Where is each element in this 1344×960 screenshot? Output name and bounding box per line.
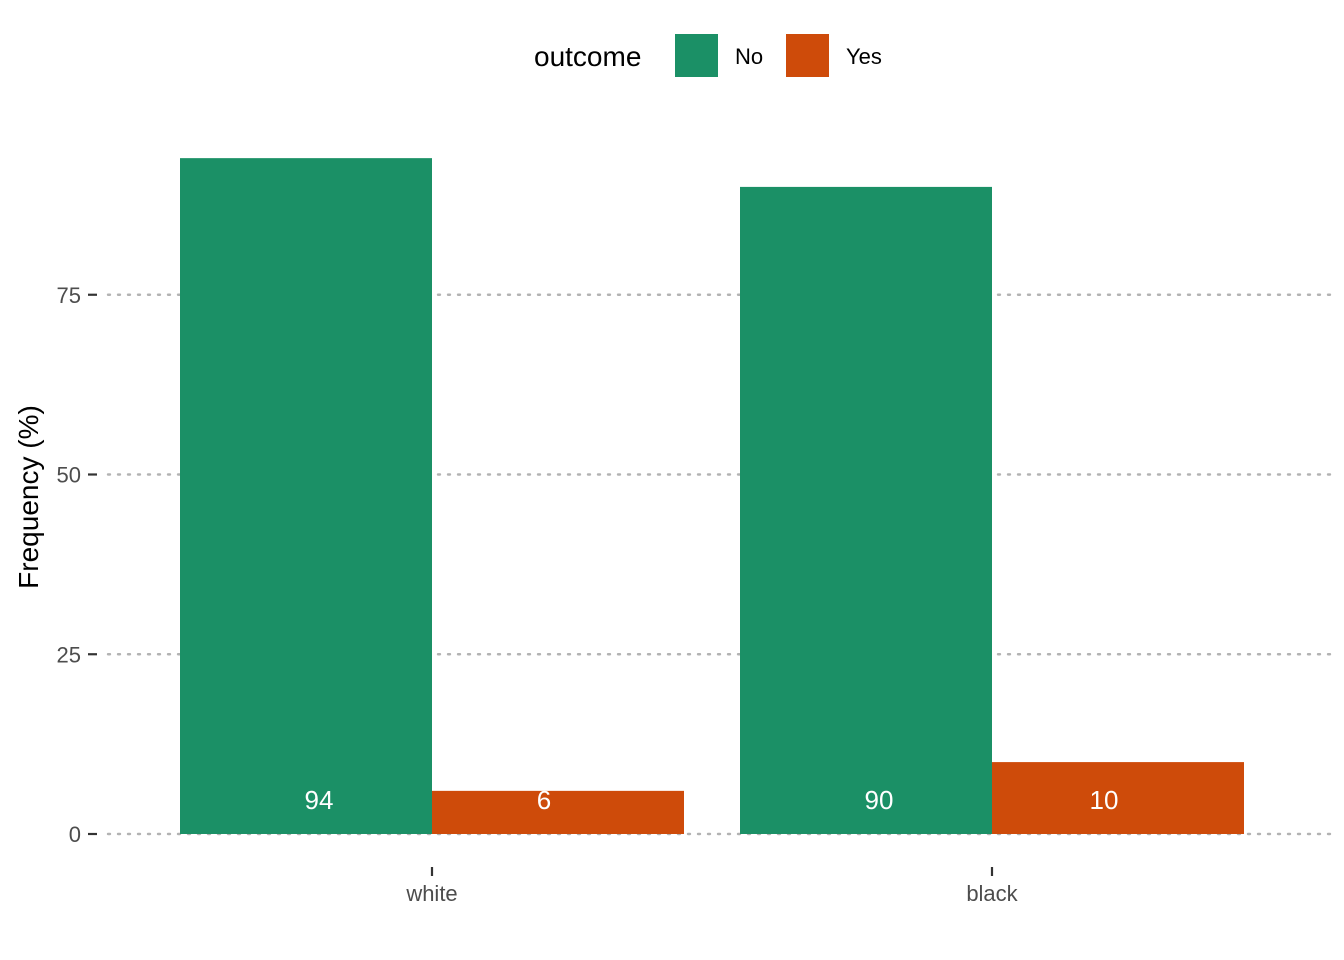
legend: outcome No Yes — [534, 34, 882, 77]
bar-black-no — [740, 186, 992, 834]
x-tick-label-white: white — [405, 881, 457, 906]
y-tick-label-50: 50 — [57, 463, 81, 488]
bar-labels: 94 6 90 10 — [305, 785, 1119, 815]
bar-black-yes — [992, 762, 1244, 834]
bar-label-black-yes: 10 — [1090, 785, 1119, 815]
x-axis: white black — [405, 867, 1019, 906]
bar-label-white-yes: 6 — [537, 785, 551, 815]
y-axis-title: Frequency (%) — [13, 405, 44, 589]
bar-label-white-no: 94 — [305, 785, 334, 815]
legend-label-no: No — [735, 44, 763, 69]
x-tick-label-black: black — [966, 881, 1018, 906]
legend-swatch-yes — [786, 34, 829, 77]
y-tick-label-0: 0 — [69, 822, 81, 847]
legend-label-yes: Yes — [846, 44, 882, 69]
bars — [180, 158, 1244, 834]
legend-swatch-no — [675, 34, 718, 77]
y-gridlines — [106, 293, 1332, 836]
y-axis: 0 25 50 75 — [57, 283, 97, 847]
bar-white-no — [180, 158, 432, 834]
legend-title: outcome — [534, 41, 641, 72]
bar-white-yes — [432, 790, 684, 834]
bar-label-black-no: 90 — [865, 785, 894, 815]
y-tick-label-75: 75 — [57, 283, 81, 308]
y-tick-label-25: 25 — [57, 642, 81, 667]
